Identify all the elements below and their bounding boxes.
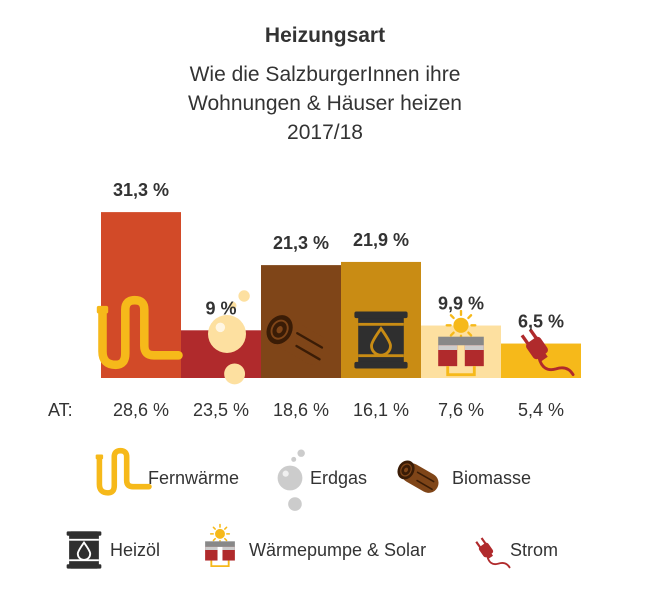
at-value-6: 5,4 % <box>517 400 565 420</box>
bubbles-icon <box>208 290 250 385</box>
legend-label-1: Fernwärme <box>148 468 240 488</box>
legend-plug-icon <box>475 537 511 569</box>
legend-oil-barrel-icon <box>66 531 102 569</box>
value-label-2: 9 % <box>205 298 236 318</box>
pipe-icon <box>96 295 183 370</box>
legend-label-3: Biomasse <box>452 468 532 488</box>
chart-subtitle-line-3: 2017/18 <box>287 121 363 144</box>
at-value-5: 7,6 % <box>437 400 485 420</box>
legend-label-5: Wärmepumpe & Solar <box>249 540 427 560</box>
legend-heatpump-solar-icon <box>205 523 235 568</box>
legend-pipe-icon <box>95 447 152 496</box>
legend-label-4: Heizöl <box>110 540 161 560</box>
legend-bubbles-icon <box>277 449 305 511</box>
chart-subtitle-line-1: Wie die SalzburgerInnen ihre <box>189 63 461 86</box>
chart-title: Heizungsart <box>264 24 386 47</box>
value-label-4: 21,9 % <box>353 230 409 250</box>
at-value-3: 18,6 % <box>272 400 330 420</box>
at-value-2: 23,5 % <box>192 400 250 420</box>
log-icon <box>266 315 330 365</box>
legend-log-icon <box>397 460 439 493</box>
oil-barrel-icon <box>354 311 408 369</box>
value-label-6: 6,5 % <box>518 312 564 332</box>
at-value-1: 28,6 % <box>112 400 170 420</box>
heatpump-solar-icon <box>438 309 484 377</box>
chart-subtitle-line-2: Wohnungen & Häuser heizen <box>188 92 462 115</box>
legend-label-2: Erdgas <box>310 468 368 488</box>
plug-icon <box>520 328 575 377</box>
at-value-4: 16,1 % <box>352 400 410 420</box>
value-label-3: 21,3 % <box>273 233 329 253</box>
at-row-label: AT: <box>48 400 73 420</box>
value-label-1: 31,3 % <box>113 180 169 200</box>
value-label-5: 9,9 % <box>438 294 484 314</box>
bar-5 <box>421 325 501 378</box>
legend-label-6: Strom <box>510 540 559 560</box>
